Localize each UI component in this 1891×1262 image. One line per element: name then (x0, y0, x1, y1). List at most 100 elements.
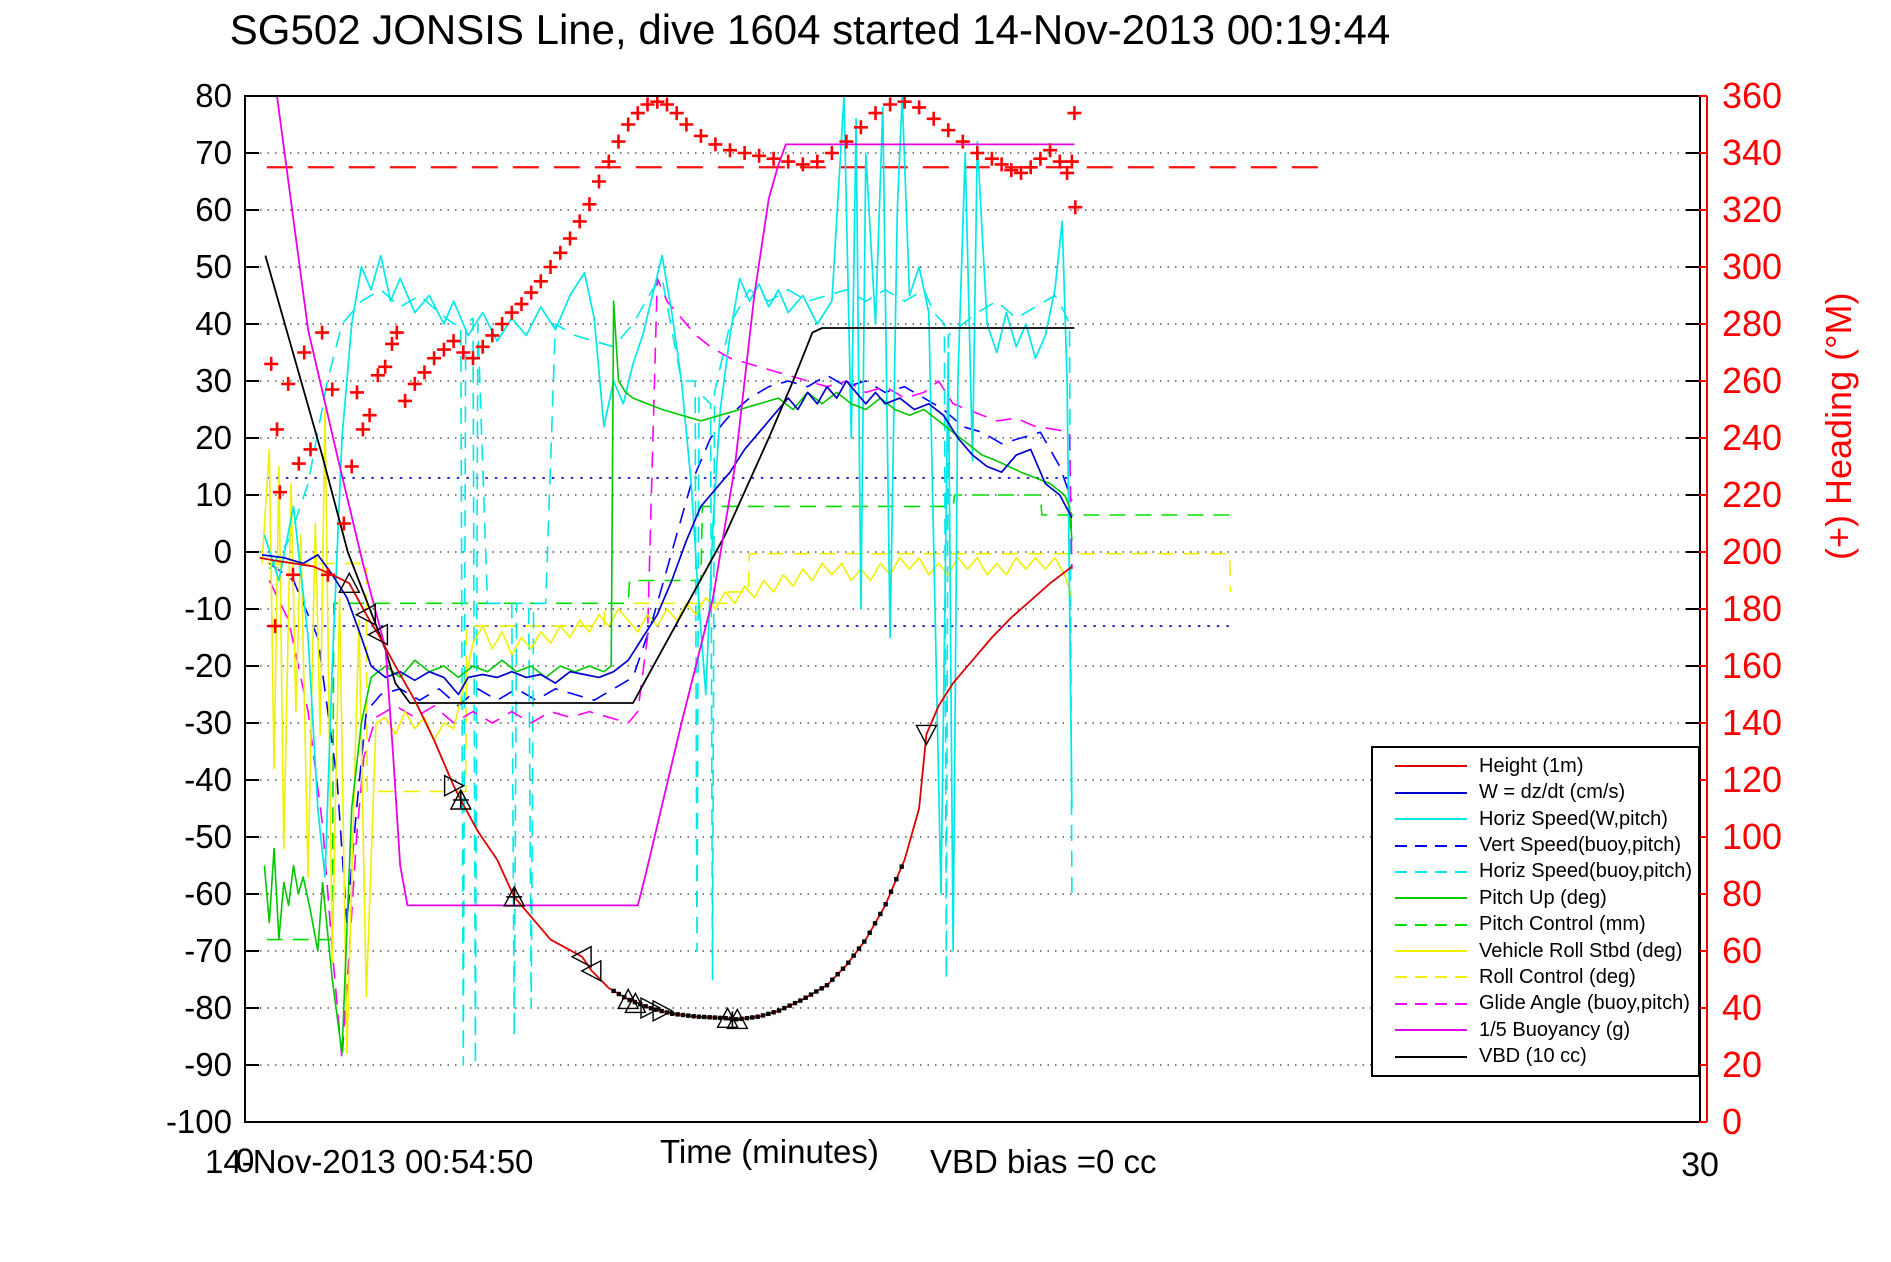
heading-plus-marker (1064, 154, 1079, 169)
heading-plus-marker (693, 128, 708, 143)
heading-plus-marker (370, 368, 385, 383)
right-tick-label: 160 (1722, 645, 1782, 686)
heading-plus-marker (1060, 165, 1075, 180)
left-tick-label: -70 (184, 932, 232, 969)
left-tick-label: 80 (195, 77, 232, 114)
heading-plus-marker (810, 154, 825, 169)
heading-plus-marker (708, 137, 723, 152)
left-tick-label: -30 (184, 704, 232, 741)
legend-line-sample (1395, 818, 1467, 821)
heading-plus-marker (495, 317, 510, 331)
left-tick-label: -40 (184, 761, 232, 798)
heading-plus-marker (524, 285, 539, 300)
series-line (276, 96, 1075, 907)
right-tick-label: 40 (1722, 987, 1762, 1028)
heading-plus-marker (984, 151, 999, 166)
legend-line-sample (1395, 1002, 1467, 1005)
series-line (264, 255, 1075, 704)
legend-label: Height (1m) (1479, 754, 1584, 777)
legend-line-sample (1395, 765, 1467, 768)
heading-plus-marker (362, 408, 377, 423)
right-tick-label: 0 (1722, 1101, 1742, 1142)
height-marker-right (443, 774, 466, 797)
right-tick-label: 280 (1722, 303, 1782, 344)
right-tick-label: 60 (1722, 930, 1762, 971)
legend-line-sample (1395, 976, 1467, 979)
heading-plus-marker (955, 134, 970, 149)
legend-entry: Glide Angle (buoy,pitch) (1373, 992, 1698, 1016)
legend-label: Horiz Speed(W,pitch) (1479, 807, 1668, 830)
legend-entry: Horiz Speed(W,pitch) (1373, 807, 1698, 831)
heading-plus-marker (1067, 106, 1082, 121)
left-tick-label: 30 (195, 362, 232, 399)
heading-plus-marker (737, 146, 752, 160)
legend-entry: W = dz/dt (cm/s) (1373, 781, 1698, 805)
series-line (261, 408, 1073, 1055)
heading-plus-marker (533, 274, 548, 289)
legend-line-sample (1395, 791, 1467, 794)
legend-label: Glide Angle (buoy,pitch) (1479, 992, 1690, 1015)
left-tick-label: -80 (184, 989, 232, 1026)
legend-entry: Horiz Speed(buoy,pitch) (1373, 860, 1698, 884)
heading-plus-marker (1068, 200, 1083, 215)
legend-label: Vert Speed(buoy,pitch) (1479, 834, 1681, 856)
target-lines (266, 166, 1327, 627)
heading-plus-marker (350, 385, 364, 400)
right-tick-label: 240 (1722, 417, 1782, 458)
heading-plus-marker (868, 106, 883, 121)
height-markers (338, 571, 938, 1030)
heading-plus-marker (456, 345, 471, 360)
height-plus-marker (506, 888, 523, 905)
heading-plus-marker (611, 134, 626, 149)
heading-plus-marker (485, 328, 500, 343)
heading-plus-marker (281, 376, 296, 391)
series-line (266, 494, 1230, 941)
series-line (263, 96, 1073, 952)
left-tick-label: -50 (184, 818, 232, 855)
left-tick-label: -60 (184, 875, 232, 912)
heading-plus-marker (303, 442, 318, 457)
height-marker-left (366, 623, 389, 646)
heading-plus-marker (582, 197, 597, 212)
heading-plus-marker (669, 106, 684, 121)
vbd-bias-note: VBD bias =0 cc (930, 1143, 1157, 1180)
left-tick-label: 20 (195, 419, 232, 456)
legend-label: Pitch Control (mm) (1479, 913, 1646, 936)
height-plus-marker (452, 792, 469, 808)
right-axis-label: (+) Heading (°M) (1818, 292, 1859, 560)
legend-line-sample (1395, 923, 1467, 926)
height-marker-left (570, 945, 592, 968)
legend-line-sample (1395, 870, 1467, 873)
heading-plus-marker (389, 325, 404, 340)
heading-plus-marker (660, 97, 674, 112)
heading-plus-marker (385, 336, 399, 351)
heading-plus-marker (650, 96, 665, 109)
right-tick-label: 300 (1722, 246, 1782, 287)
legend-line-sample (1395, 950, 1467, 952)
apogee-dots (611, 864, 904, 1022)
heading-plus-marker (270, 422, 284, 437)
left-tick-label: 70 (195, 134, 232, 171)
left-tick-label: 10 (195, 476, 232, 513)
legend-line-sample (1395, 897, 1467, 900)
right-tick-label: 320 (1722, 189, 1782, 230)
right-tick-label: 80 (1722, 873, 1762, 914)
height-marker-right (652, 999, 674, 1023)
chart-title: SG502 JONSIS Line, dive 1604 started 14-… (229, 6, 1391, 53)
heading-plus-marker (297, 345, 312, 360)
heading-plus-marker (355, 422, 370, 437)
right-tick-label: 20 (1722, 1044, 1762, 1085)
heading-plus-marker (1033, 151, 1048, 166)
legend-label: 1/5 Buoyancy (g) (1479, 1018, 1631, 1041)
heading-plus-marker (378, 359, 393, 374)
heading-plus-marker (994, 157, 1009, 172)
heading-plus-marker (446, 334, 461, 349)
legend-entry: VBD (10 cc) (1373, 1045, 1698, 1069)
height-marker-down (915, 724, 938, 746)
left-tick-label: 50 (195, 248, 232, 285)
heading-plus-marker (291, 456, 306, 471)
legend-entry: 1/5 Buoyancy (g) (1373, 1018, 1698, 1042)
heading-plus-marker (504, 305, 519, 320)
legend-line-sample (1395, 1029, 1467, 1032)
